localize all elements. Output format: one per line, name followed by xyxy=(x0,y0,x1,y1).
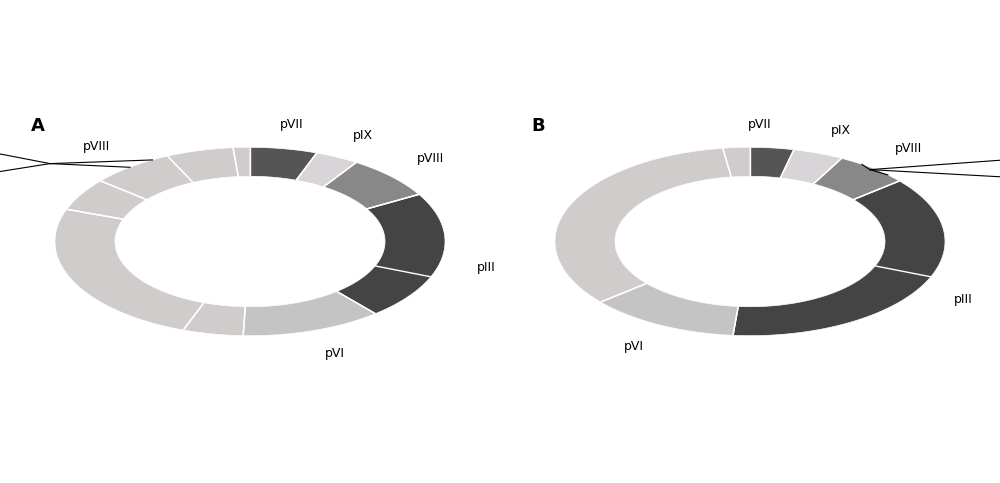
Polygon shape xyxy=(55,181,431,336)
Polygon shape xyxy=(55,209,204,330)
Text: pVI: pVI xyxy=(624,340,644,353)
Polygon shape xyxy=(243,291,375,336)
Polygon shape xyxy=(813,158,899,199)
Polygon shape xyxy=(183,303,245,336)
Text: B: B xyxy=(531,117,545,135)
Polygon shape xyxy=(67,147,250,219)
Polygon shape xyxy=(733,181,945,336)
Polygon shape xyxy=(337,194,445,313)
Text: pIII: pIII xyxy=(954,293,973,306)
Text: pIX: pIX xyxy=(831,125,851,138)
Text: A: A xyxy=(31,117,45,135)
Polygon shape xyxy=(555,148,931,336)
Text: pVII: pVII xyxy=(748,117,772,130)
Text: pVI: pVI xyxy=(325,346,345,359)
Text: pIX: pIX xyxy=(353,129,373,142)
Polygon shape xyxy=(101,156,193,199)
Polygon shape xyxy=(296,153,356,187)
Polygon shape xyxy=(168,148,238,183)
Text: pVII: pVII xyxy=(280,118,304,131)
Text: pVIII: pVIII xyxy=(895,142,922,155)
Polygon shape xyxy=(324,162,419,209)
Polygon shape xyxy=(601,284,738,335)
Polygon shape xyxy=(233,147,317,180)
Polygon shape xyxy=(780,150,842,184)
Text: pVIII: pVIII xyxy=(417,152,444,165)
Polygon shape xyxy=(555,147,750,302)
Text: pVIII: pVIII xyxy=(83,141,110,154)
Polygon shape xyxy=(723,147,794,178)
Text: pIII: pIII xyxy=(477,261,495,274)
